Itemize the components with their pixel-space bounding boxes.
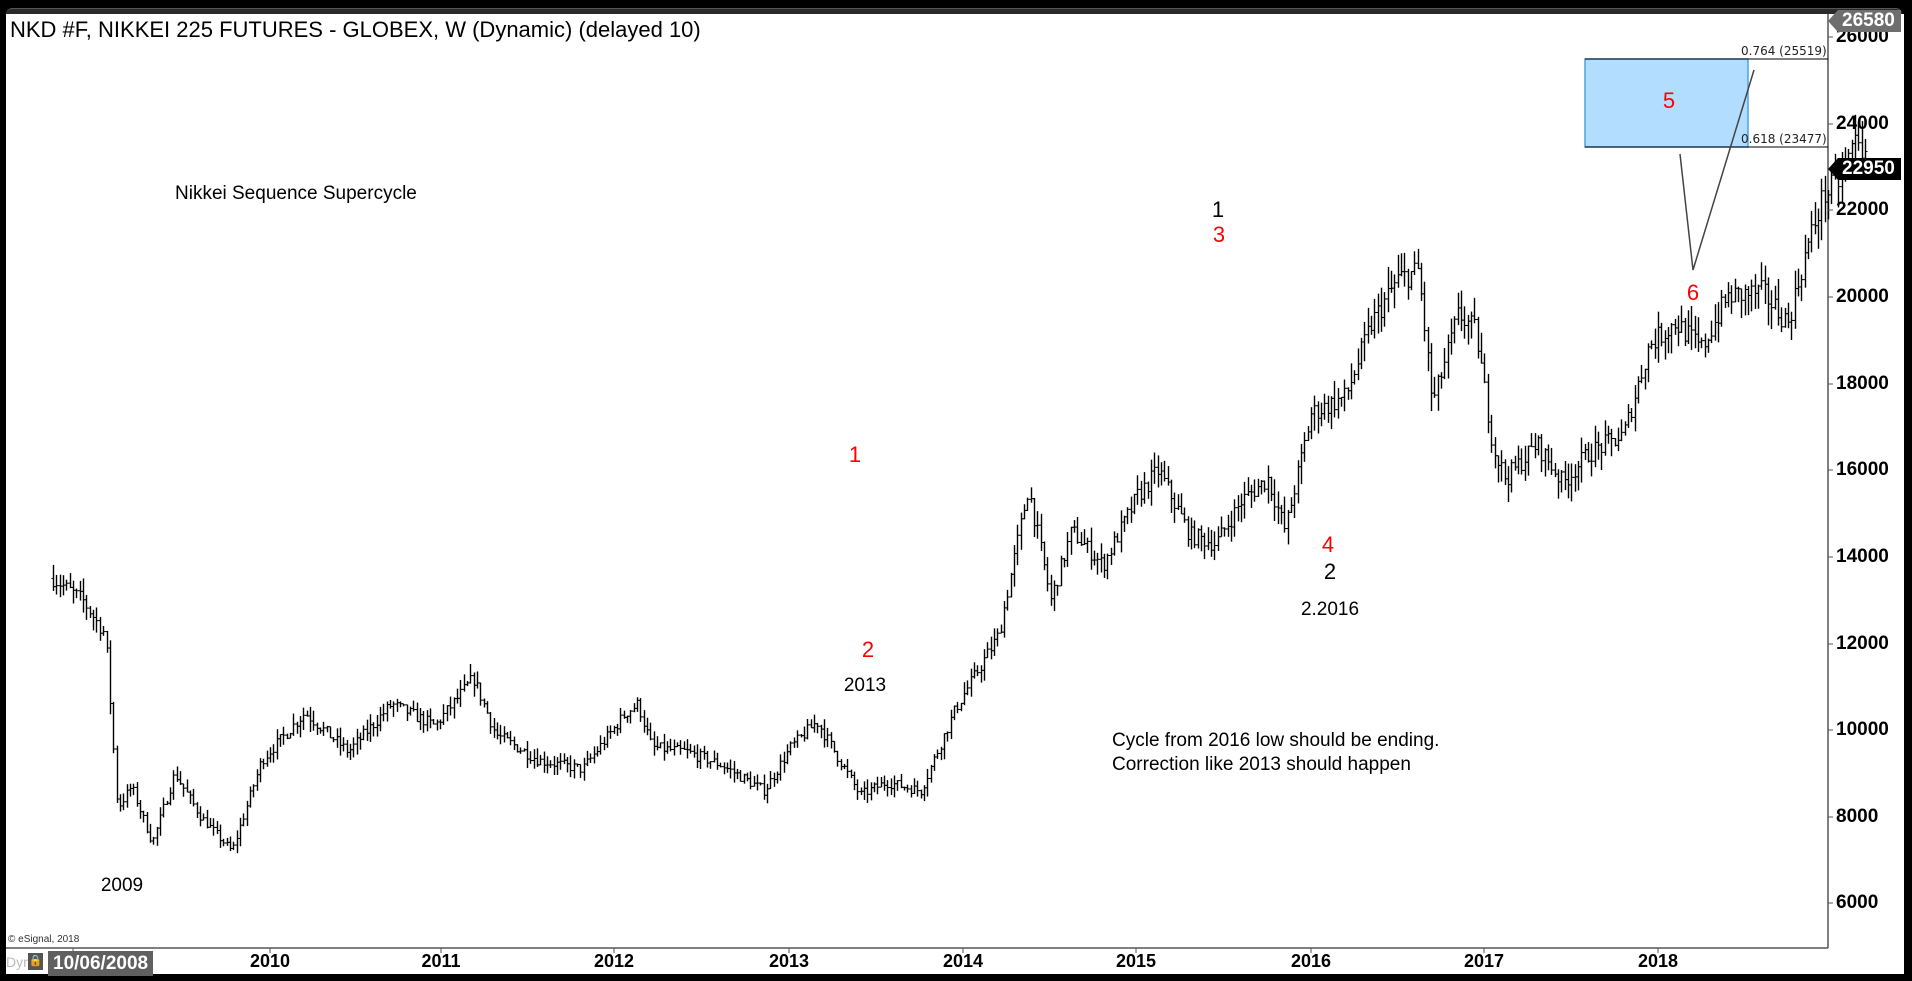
note-line-2: Correction like 2013 should happen <box>1112 754 1411 775</box>
fib-target-zone[interactable] <box>1584 58 1749 148</box>
price-tick: 10000 <box>1836 719 1889 740</box>
wave-red-1: 1 <box>848 442 862 467</box>
time-tick: 2010 <box>249 951 291 971</box>
chart-panel[interactable] <box>6 14 1904 974</box>
lock-icon[interactable]: 🔒 <box>28 953 43 970</box>
time-tick: 2016 <box>1290 951 1332 971</box>
wave-black-1: 1 <box>1211 197 1225 222</box>
price-tick: 22000 <box>1836 199 1889 220</box>
price-tick: 8000 <box>1836 806 1879 827</box>
fib-upper-label: 0.764 (25519) <box>1741 44 1827 58</box>
time-tick: 2013 <box>768 951 810 971</box>
time-tick: 2011 <box>421 951 461 971</box>
time-tick: 2014 <box>942 951 984 971</box>
label-2013: 2013 <box>843 675 887 696</box>
price-tick: 18000 <box>1836 373 1889 394</box>
note-line-1: Cycle from 2016 low should be ending. <box>1112 730 1440 751</box>
wave-red-5: 5 <box>1662 88 1676 113</box>
price-tick: 16000 <box>1836 459 1889 480</box>
cursor-date-tag: 10/06/2008 <box>48 951 154 976</box>
price-tick: 20000 <box>1836 286 1889 307</box>
time-tick: 2015 <box>1115 951 1157 971</box>
chart-label: Nikkei Sequence Supercycle <box>175 183 417 204</box>
chart-title: NKD #F, NIKKEI 225 FUTURES - GLOBEX, W (… <box>10 17 701 42</box>
copyright-label: © eSignal, 2018 <box>8 934 80 945</box>
fib-lower-label: 0.618 (23477) <box>1741 132 1827 146</box>
wave-red-6: 6 <box>1686 280 1700 305</box>
last-price-tag: 22950 <box>1828 158 1901 180</box>
time-tick-marks <box>72 948 1659 953</box>
price-tick: 14000 <box>1836 546 1889 567</box>
wave-black-2: 2 <box>1323 559 1337 584</box>
price-tick-marks <box>1828 36 1833 904</box>
time-tick: 2012 <box>593 951 635 971</box>
time-tick: 2018 <box>1637 951 1679 971</box>
label-2-2016: 2.2016 <box>1300 599 1360 620</box>
wave-red-4: 4 <box>1321 532 1335 557</box>
projection-path[interactable] <box>1679 69 1755 271</box>
price-tick: 24000 <box>1836 113 1889 134</box>
label-2009: 2009 <box>100 875 144 896</box>
ohlc-bars <box>51 114 1868 854</box>
price-tick: 12000 <box>1836 633 1889 654</box>
high-price-tag: 26580 <box>1828 10 1901 32</box>
wave-red-3: 3 <box>1212 222 1226 247</box>
price-tick: 6000 <box>1836 892 1879 913</box>
dyn-toggle[interactable]: Dyn <box>6 954 31 970</box>
wave-red-2: 2 <box>861 637 875 662</box>
window-titlebar <box>6 8 1902 15</box>
time-tick: 2017 <box>1463 951 1505 971</box>
